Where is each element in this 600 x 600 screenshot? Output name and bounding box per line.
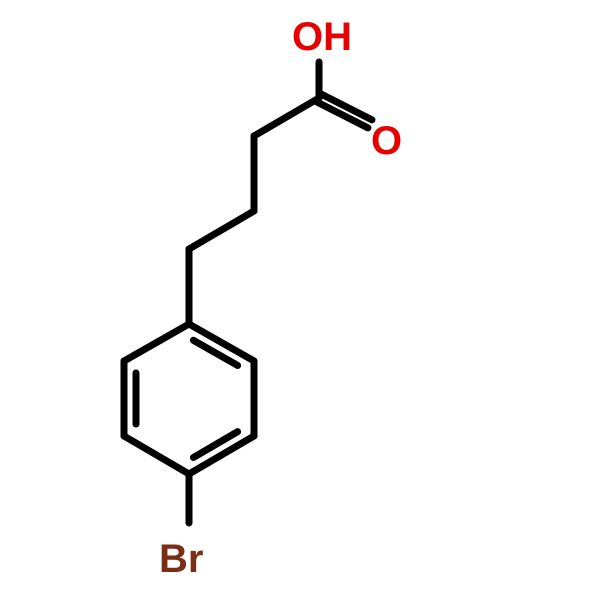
bond bbox=[124, 436, 189, 474]
bond bbox=[193, 432, 237, 458]
bond bbox=[124, 324, 189, 361]
bond bbox=[189, 211, 254, 249]
molecule-diagram: OH O Br bbox=[0, 0, 600, 600]
atom-label-o: O bbox=[371, 119, 402, 163]
labels-layer: OH O Br bbox=[159, 15, 402, 581]
bonds-layer bbox=[124, 62, 372, 523]
atom-label-oh: OH bbox=[292, 15, 352, 59]
atom-label-br: Br bbox=[159, 537, 203, 581]
bond bbox=[254, 98, 319, 136]
